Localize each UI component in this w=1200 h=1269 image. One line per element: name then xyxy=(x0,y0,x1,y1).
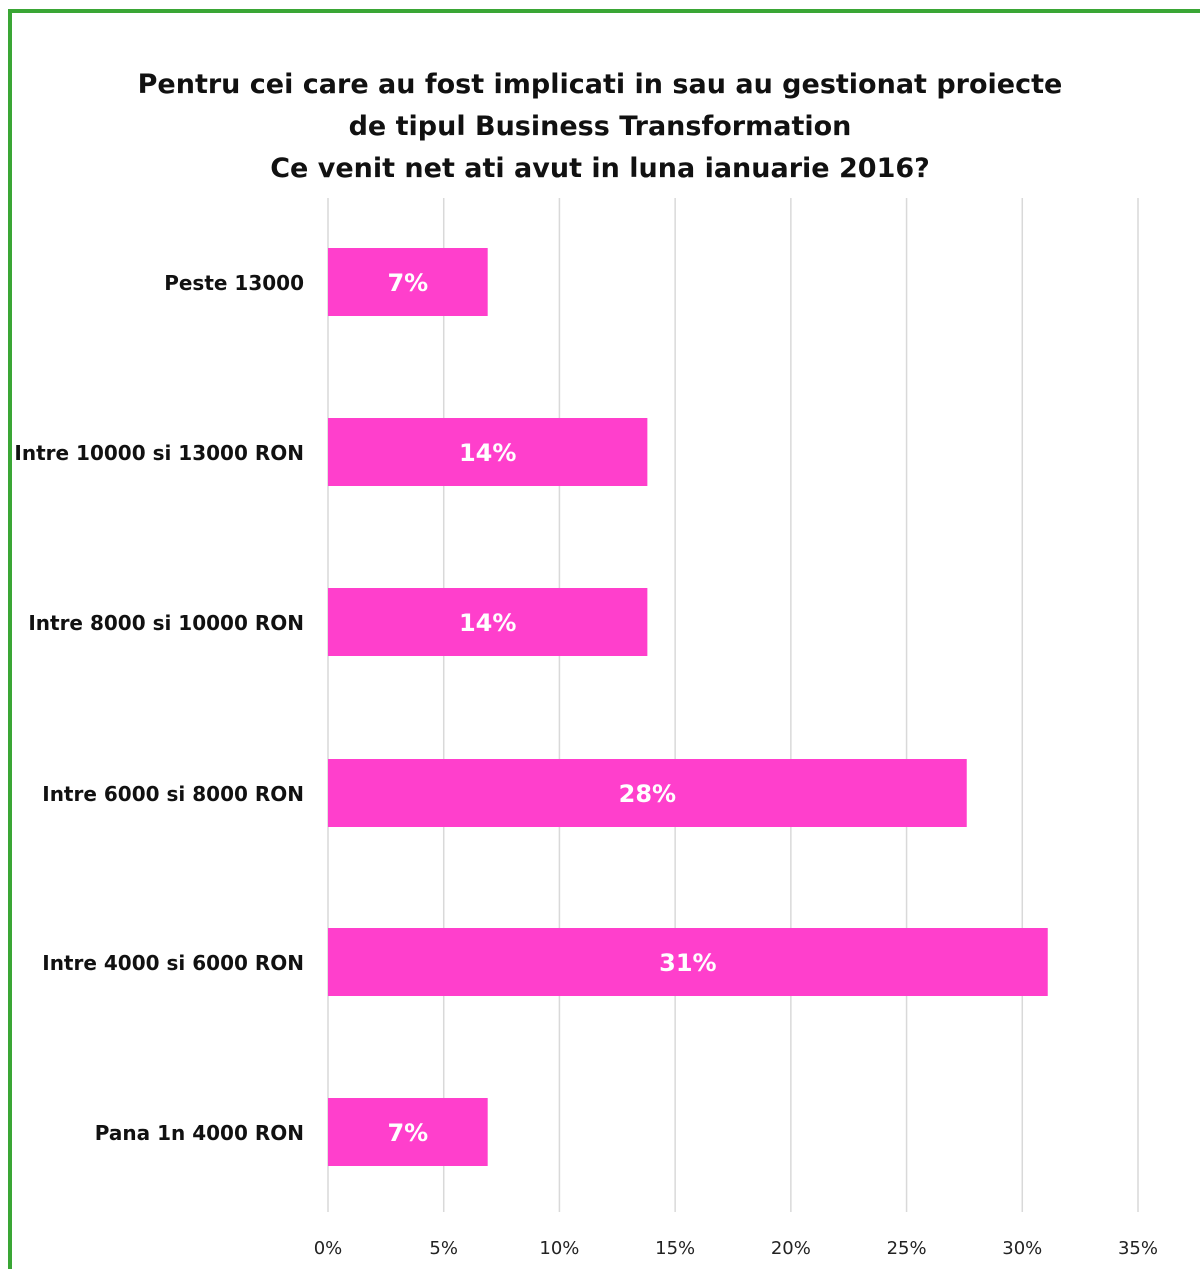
x-tick-label: 5% xyxy=(429,1238,458,1259)
x-tick-label: 10% xyxy=(539,1238,579,1259)
frame-border-top xyxy=(8,9,1200,13)
x-tick-label: 20% xyxy=(771,1238,811,1259)
data-label: 31% xyxy=(659,949,716,977)
bar xyxy=(328,1098,488,1166)
category-label: Intre 8000 si 10000 RON xyxy=(28,611,304,635)
bar xyxy=(328,928,1048,996)
bar xyxy=(328,248,488,316)
category-label: Peste 13000 xyxy=(164,271,304,295)
chart-title-line-3: Ce venit net ati avut in luna ianuarie 2… xyxy=(270,153,930,184)
data-label: 14% xyxy=(459,439,516,467)
category-label: Intre 4000 si 6000 RON xyxy=(42,951,304,975)
chart-title-line-2: de tipul Business Transformation xyxy=(348,111,852,142)
data-label: 14% xyxy=(459,609,516,637)
frame-border-left xyxy=(8,9,12,1269)
category-label: Intre 10000 si 13000 RON xyxy=(14,441,304,465)
x-tick-label: 0% xyxy=(314,1238,343,1259)
x-tick-label: 15% xyxy=(655,1238,695,1259)
category-label: Intre 6000 si 8000 RON xyxy=(42,782,304,806)
chart-title-line-1: Pentru cei care au fost implicati in sau… xyxy=(137,69,1063,100)
bar xyxy=(328,418,648,486)
x-tick-label: 35% xyxy=(1118,1238,1158,1259)
category-label: Pana 1n 4000 RON xyxy=(95,1121,304,1145)
bar xyxy=(328,759,967,827)
data-label: 28% xyxy=(619,780,676,808)
bar xyxy=(328,588,648,656)
data-label: 7% xyxy=(387,1119,428,1147)
x-tick-label: 25% xyxy=(887,1238,927,1259)
data-label: 7% xyxy=(387,269,428,297)
x-tick-label: 30% xyxy=(1002,1238,1042,1259)
